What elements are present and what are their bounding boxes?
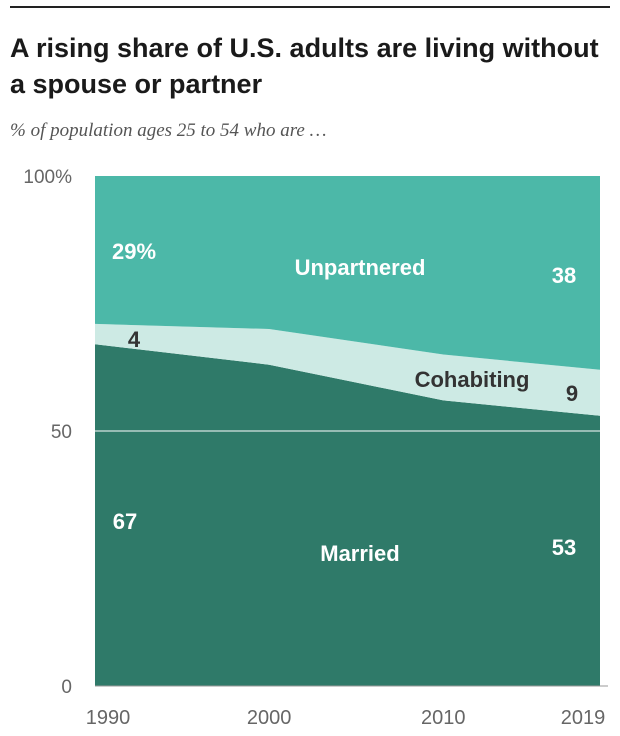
data-label-unpartnered-2019: 38 bbox=[552, 263, 576, 288]
x-tick-label: 2019 bbox=[561, 707, 606, 729]
chart-subtitle: % of population ages 25 to 54 who are … bbox=[10, 120, 327, 141]
chart-title: A rising share of U.S. adults are living… bbox=[10, 33, 599, 99]
top-rule bbox=[10, 6, 610, 8]
data-label-married-2019: 53 bbox=[552, 535, 576, 560]
y-tick-label: 0 bbox=[61, 677, 72, 698]
data-label-cohabiting-2019: 9 bbox=[566, 381, 578, 406]
series-label-unpartnered: Unpartnered bbox=[295, 255, 426, 280]
cohabiting-area bbox=[95, 323, 600, 416]
married-area bbox=[95, 344, 600, 686]
unpartnered-area bbox=[95, 176, 600, 370]
data-label-unpartnered-1990: 29% bbox=[112, 239, 156, 264]
data-label-cohabiting-1990: 4 bbox=[128, 327, 141, 352]
y-tick-label: 100% bbox=[23, 167, 72, 188]
x-tick-label: 2000 bbox=[247, 707, 292, 729]
y-tick-label: 50 bbox=[51, 422, 72, 443]
series-label-cohabiting: Cohabiting bbox=[415, 367, 530, 392]
data-label-married-1990: 67 bbox=[113, 509, 137, 534]
series-label-married: Married bbox=[320, 541, 399, 566]
x-tick-label: 1990 bbox=[86, 707, 131, 729]
x-tick-label: 2010 bbox=[421, 707, 466, 729]
